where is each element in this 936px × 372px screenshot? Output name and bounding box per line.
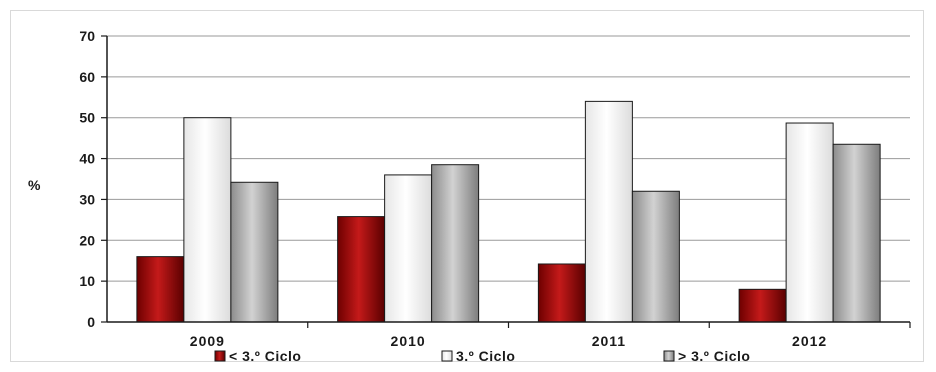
legend-label: < 3.º Ciclo	[229, 348, 301, 364]
legend-swatch	[663, 350, 675, 362]
bar-2-0	[537, 263, 586, 323]
legend-label: 3.º Ciclo	[456, 348, 515, 364]
bar-0-0	[136, 256, 185, 323]
bar-2-2	[631, 190, 680, 323]
bar-1-0	[337, 216, 386, 323]
legend-swatch	[441, 350, 453, 362]
y-tick-label: 0	[87, 314, 95, 330]
y-tick-label: 60	[79, 69, 95, 85]
bar-3-1	[785, 122, 834, 323]
bar-2-1	[584, 100, 633, 323]
y-axis-title: %	[28, 177, 41, 193]
y-tick-label: 50	[79, 110, 95, 126]
y-tick-label: 30	[79, 191, 95, 207]
bar-3-0	[738, 288, 787, 323]
y-tick-label: 40	[79, 151, 95, 167]
bars	[136, 100, 881, 323]
axes: 0 10 20 30 40 50 60 70 2009 2010 2011 2012	[79, 28, 911, 349]
y-tick-label: 20	[79, 232, 95, 248]
x-tick-label: 2009	[190, 333, 225, 349]
x-tick-label: 2011	[592, 333, 626, 349]
legend-swatch	[214, 350, 226, 362]
bar-3-2	[832, 143, 881, 323]
bar-0-2	[230, 181, 279, 323]
legend-label: > 3.º Ciclo	[678, 348, 750, 364]
y-tick-label: 70	[79, 28, 95, 44]
x-tick-label: 2010	[391, 333, 426, 349]
chart-frame	[10, 10, 924, 362]
bar-1-2	[431, 164, 480, 323]
bar-1-1	[384, 174, 433, 323]
bar-0-1	[183, 117, 232, 323]
y-tick-label: 10	[79, 273, 95, 289]
legend: < 3.º Ciclo 3.º Ciclo > 3.º Ciclo	[214, 348, 750, 364]
x-tick-label: 2012	[792, 333, 827, 349]
